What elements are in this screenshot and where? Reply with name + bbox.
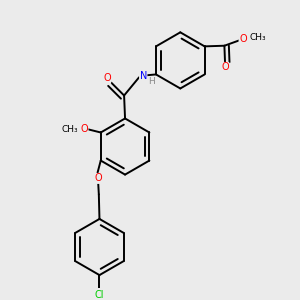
Text: Cl: Cl — [95, 290, 104, 300]
Text: O: O — [239, 34, 247, 44]
Text: O: O — [80, 124, 88, 134]
Text: N: N — [140, 71, 147, 81]
Text: O: O — [94, 173, 102, 183]
Text: O: O — [221, 62, 229, 72]
Text: O: O — [103, 73, 111, 83]
Text: CH₃: CH₃ — [61, 125, 78, 134]
Text: H: H — [148, 77, 155, 86]
Text: CH₃: CH₃ — [250, 33, 266, 42]
